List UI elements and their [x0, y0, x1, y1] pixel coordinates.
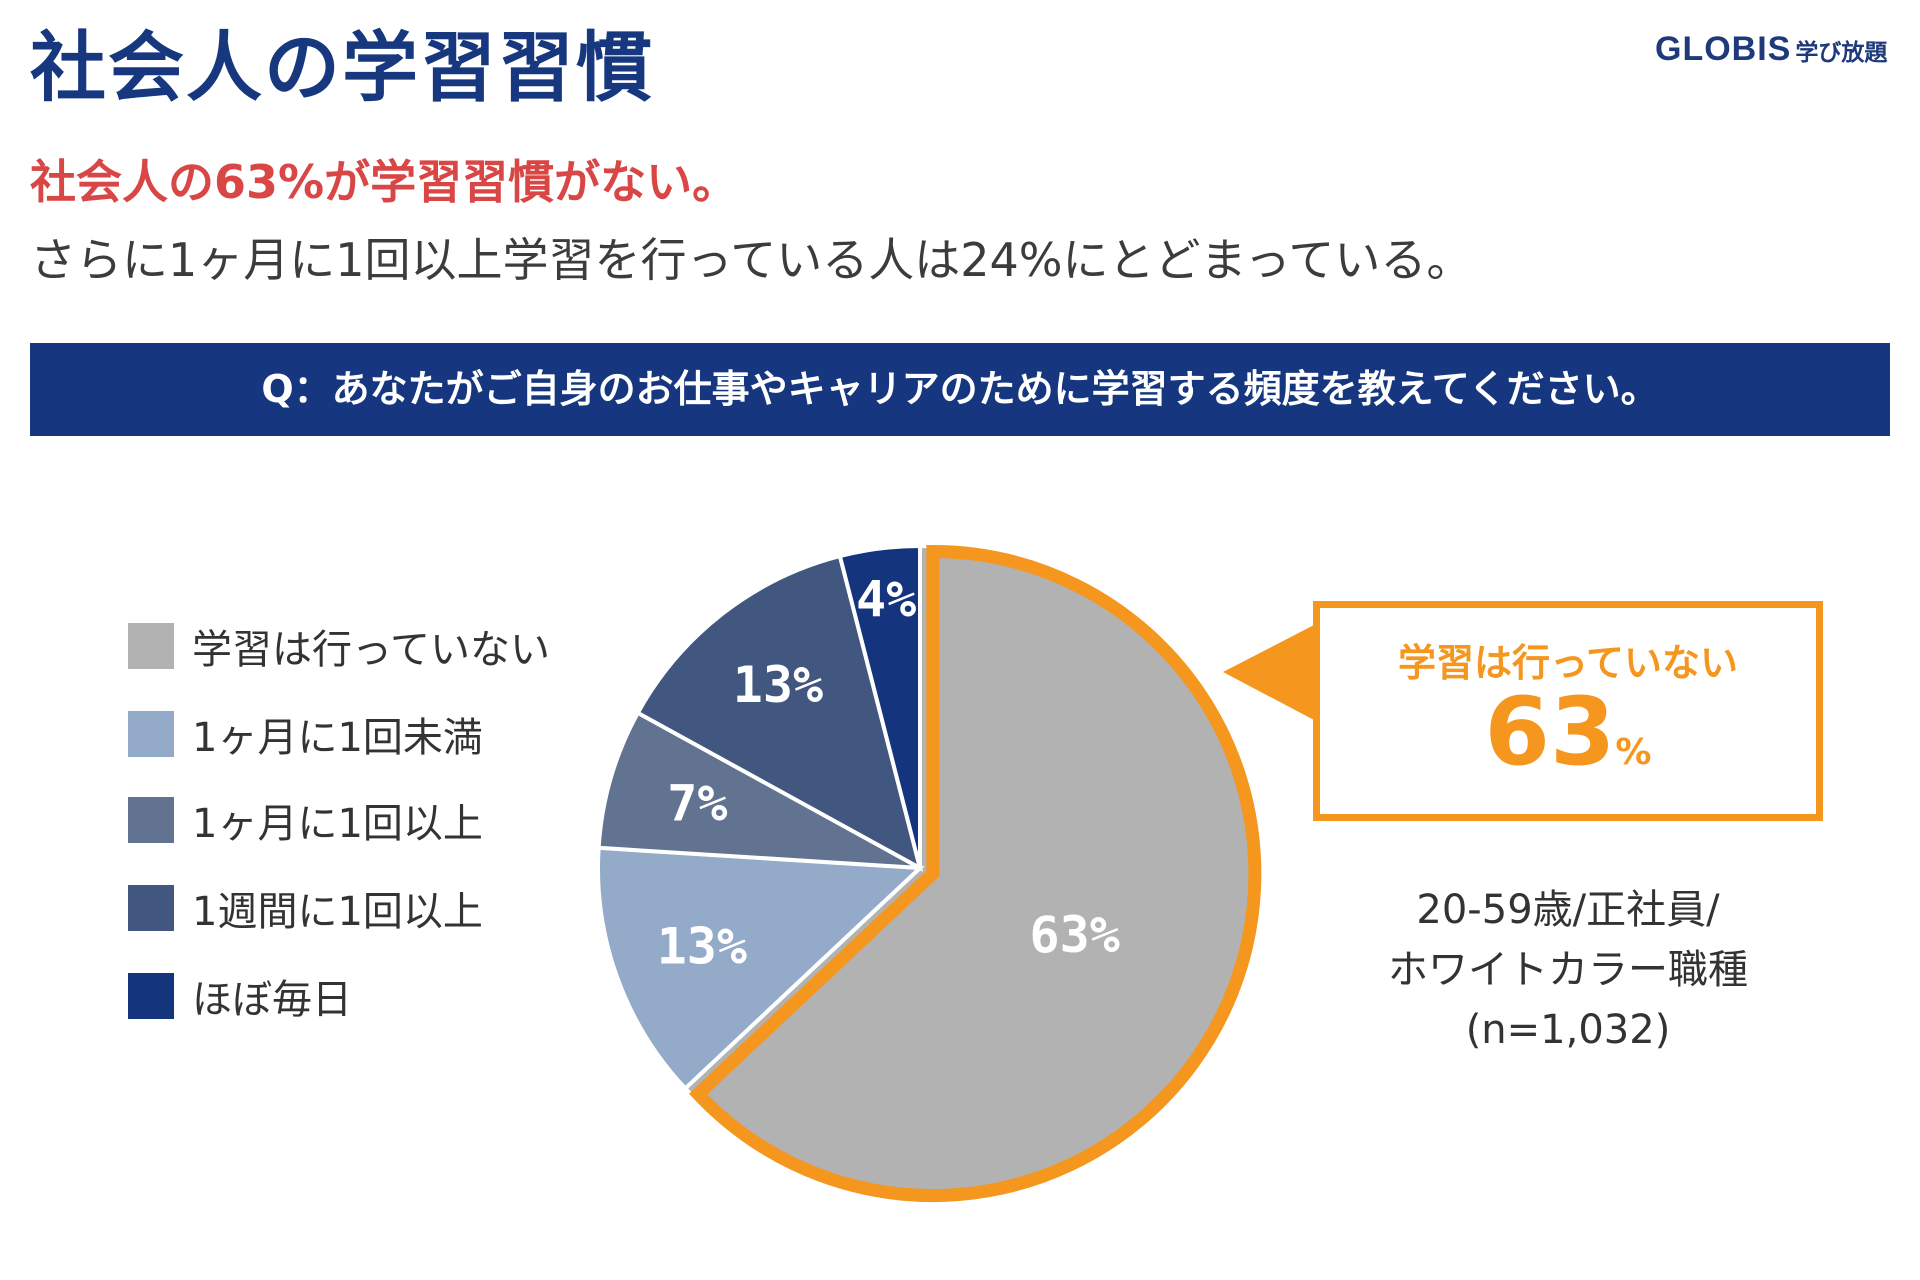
legend-swatch — [128, 797, 174, 843]
callout-label: 学習は行っていない — [1397, 641, 1739, 685]
callout-pointer — [1223, 625, 1314, 720]
logo-wordmark: GLOBIS — [1655, 30, 1792, 68]
note-line: (n=1,032) — [1465, 1007, 1671, 1053]
page-title: 社会人の学習習慣 — [30, 23, 654, 112]
legend-swatch — [128, 623, 174, 669]
callout-number: 63 — [1484, 678, 1616, 787]
pie-slice-label: 4% — [856, 571, 916, 629]
globis-logo: GLOBIS 学び放題 — [1655, 30, 1887, 69]
question-banner: Q：あなたがご自身のお仕事やキャリアのために学習する頻度を教えてください。 — [30, 343, 1890, 436]
note-line: 20-59歳/正社員/ — [1416, 887, 1720, 933]
legend-label: 学習は行っていない — [192, 627, 550, 673]
sample-note: 20-59歳/正社員/ ホワイトカラー職種 (n=1,032) — [1313, 880, 1823, 1060]
highlight-callout: 学習は行っていない 63% — [1313, 601, 1823, 821]
pie-slice — [596, 845, 925, 1092]
legend-swatch — [128, 973, 174, 1019]
legend-item-none: 学習は行っていない — [128, 616, 550, 676]
headline-highlight: 社会人の63%が学習習慣がない。 — [30, 155, 739, 209]
legend-swatch — [128, 711, 174, 757]
pie-slice-highlight — [688, 545, 1262, 1203]
pie-slice-label: 63% — [1030, 906, 1120, 964]
pie-slice — [596, 710, 921, 870]
headline-detail: さらに1ヶ月に1回以上学習を行っている人は24%にとどまっている。 — [30, 233, 1473, 287]
legend-label: 1週間に1回以上 — [192, 889, 483, 935]
pie-slice — [837, 543, 922, 869]
logo-subtitle: 学び放題 — [1795, 40, 1888, 66]
legend-item-weekly: 1週間に1回以上 — [128, 878, 483, 938]
legend-label: 1ヶ月に1回以上 — [192, 801, 483, 847]
legend-swatch — [128, 885, 174, 931]
pie-slice-label: 13% — [733, 656, 823, 714]
legend-item-monthly: 1ヶ月に1回以上 — [128, 790, 483, 850]
callout-value: 63% — [1320, 678, 1816, 808]
legend-label: ほぼ毎日 — [192, 977, 352, 1023]
pie-slice — [635, 553, 924, 872]
pie-slice-label: 7% — [667, 774, 727, 832]
note-line: ホワイトカラー職種 — [1388, 947, 1748, 993]
legend-item-daily: ほぼ毎日 — [128, 966, 352, 1026]
callout-unit: % — [1615, 732, 1652, 773]
legend-item-less-monthly: 1ヶ月に1回未満 — [128, 704, 483, 764]
legend-label: 1ヶ月に1回未満 — [192, 715, 483, 761]
pie-slice-label: 13% — [657, 918, 747, 976]
